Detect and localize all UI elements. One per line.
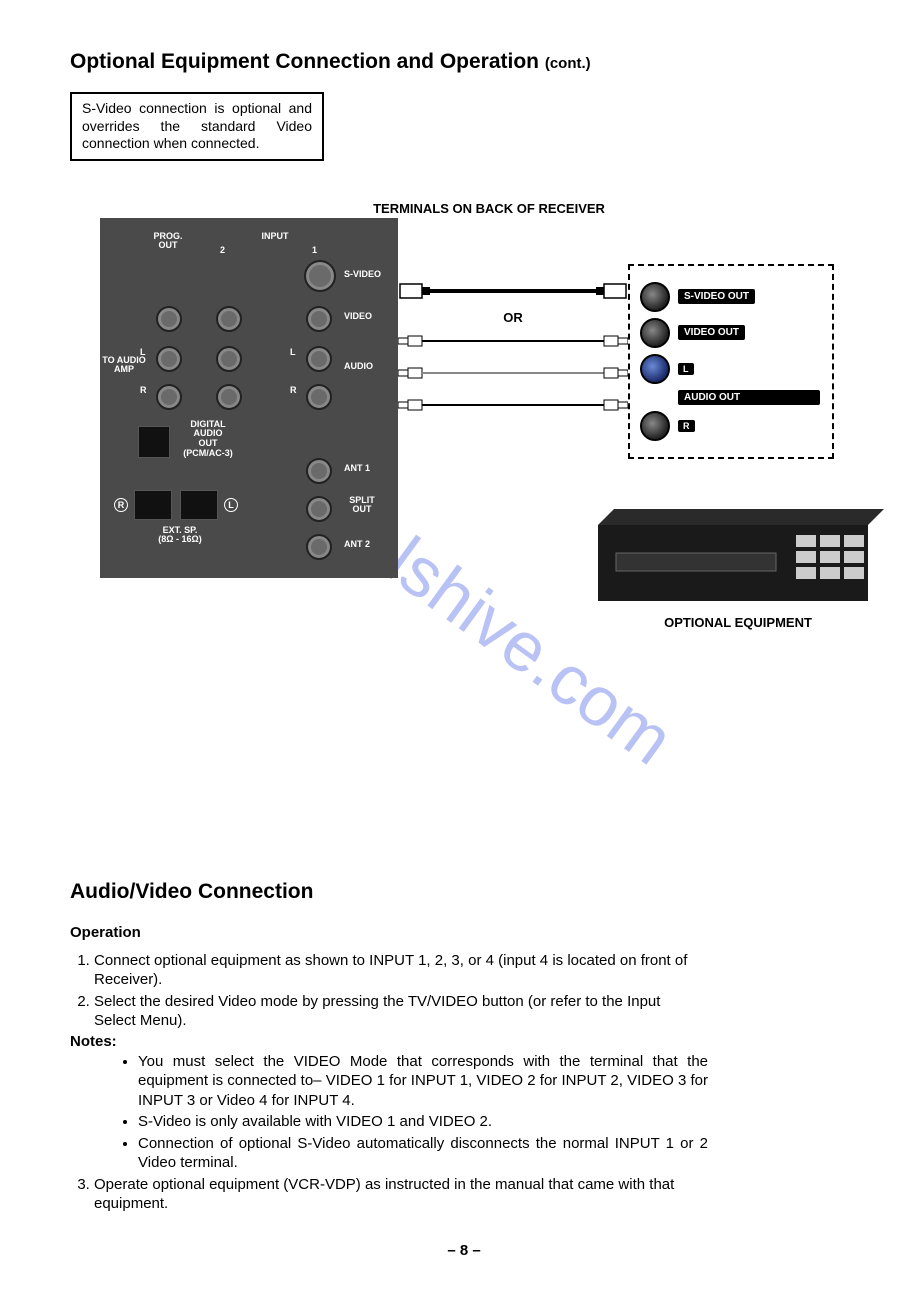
digital-audio-label: DIGITALAUDIOOUT(PCM/AC-3) [178,420,238,460]
to-audio-amp-label: TO AUDIOAMP [100,356,148,376]
input-1-label: 1 [312,246,317,256]
digital-audio-box-icon [138,426,170,458]
ext-sp-label: EXT. SP.(8Ω - 16Ω) [148,526,212,546]
video-out-label: VIDEO OUT [678,325,745,340]
video-cable-icon [398,331,628,351]
input2-audio-r-jack-icon [216,384,242,410]
input1-audio-r-jack-icon [306,384,332,410]
speaker-r-box-icon [134,490,172,520]
audio-r-out-label: R [678,420,695,432]
output-panel: S-VIDEO OUT VIDEO OUT L AUDIO OUT R [628,264,834,459]
sp-r-label: R [114,498,128,512]
audio-label: AUDIO [344,362,373,372]
l-label-2: L [290,348,296,358]
prog-audio-l-jack-icon [156,346,182,372]
input2-video-jack-icon [216,306,242,332]
page-title-main: Optional Equipment Connection and Operat… [70,50,539,73]
prog-out-label: PROG.OUT [148,232,188,252]
step-2: Select the desired Video mode by pressin… [94,992,694,1031]
input-2-label: 2 [220,246,225,256]
step-3: Operate optional equipment (VCR-VDP) as … [94,1175,694,1214]
optional-equipment-box: OPTIONAL EQUIPMENT [588,509,888,630]
video-out-jack-icon [640,318,670,348]
note-1: You must select the VIDEO Mode that corr… [138,1052,708,1111]
note-3: Connection of optional S-Video automatic… [138,1134,708,1173]
audio-l-out-jack-icon [640,354,670,384]
av-connection-title: Audio/Video Connection [70,880,858,904]
ant1-label: ANT 1 [344,464,370,474]
svideo-out-jack-icon [640,282,670,312]
ant2-label: ANT 2 [344,540,370,550]
notes-heading: Notes: [70,1033,858,1050]
audio-l-out-label: L [678,363,694,375]
sp-l-label: L [224,498,238,512]
vcr-icon [588,509,888,609]
audio-out-label: AUDIO OUT [678,390,820,405]
svideo-cable-icon [398,278,628,304]
note-2: S-Video is only available with VIDEO 1 a… [138,1112,708,1132]
ant2-jack-icon [306,534,332,560]
audio-r-out-jack-icon [640,411,670,441]
input-label: INPUT [250,232,300,242]
input1-audio-l-jack-icon [306,346,332,372]
operation-steps-cont: Operate optional equipment (VCR-VDP) as … [70,1175,694,1214]
prog-video-jack-icon [156,306,182,332]
r-label-1: R [140,386,147,396]
prog-audio-r-jack-icon [156,384,182,410]
ant1-jack-icon [306,458,332,484]
video-label: VIDEO [344,312,372,322]
audio-l-cable-icon [398,363,628,383]
splitout-jack-icon [306,496,332,522]
or-text: OR [398,310,628,325]
equipment-caption: OPTIONAL EQUIPMENT [588,615,888,630]
svideo-jack-icon [304,260,336,292]
r-label-2: R [290,386,297,396]
connection-diagram: PROG.OUT INPUT 2 1 S-VIDEO VIDEO L L TO … [70,218,858,630]
audio-r-cable-icon [398,395,628,415]
page-title: Optional Equipment Connection and Operat… [70,50,858,74]
terminals-caption: TERMINALS ON BACK OF RECEIVER [120,201,858,216]
cables-column: OR [398,218,628,427]
notes-list: You must select the VIDEO Mode that corr… [70,1052,708,1173]
speaker-l-box-icon [180,490,218,520]
splitout-label: SPLITOUT [344,496,380,516]
svideo-note-box: S-Video connection is optional and overr… [70,92,324,161]
operation-steps: Connect optional equipment as shown to I… [70,951,694,1031]
page-title-cont: (cont.) [545,55,591,72]
svideo-out-label: S-VIDEO OUT [678,289,755,304]
step-1: Connect optional equipment as shown to I… [94,951,694,990]
input2-audio-l-jack-icon [216,346,242,372]
page-number: – 8 – [70,1242,858,1259]
input1-video-jack-icon [306,306,332,332]
receiver-panel: PROG.OUT INPUT 2 1 S-VIDEO VIDEO L L TO … [100,218,398,578]
operation-heading: Operation [70,924,858,941]
svideo-label: S-VIDEO [344,270,381,280]
